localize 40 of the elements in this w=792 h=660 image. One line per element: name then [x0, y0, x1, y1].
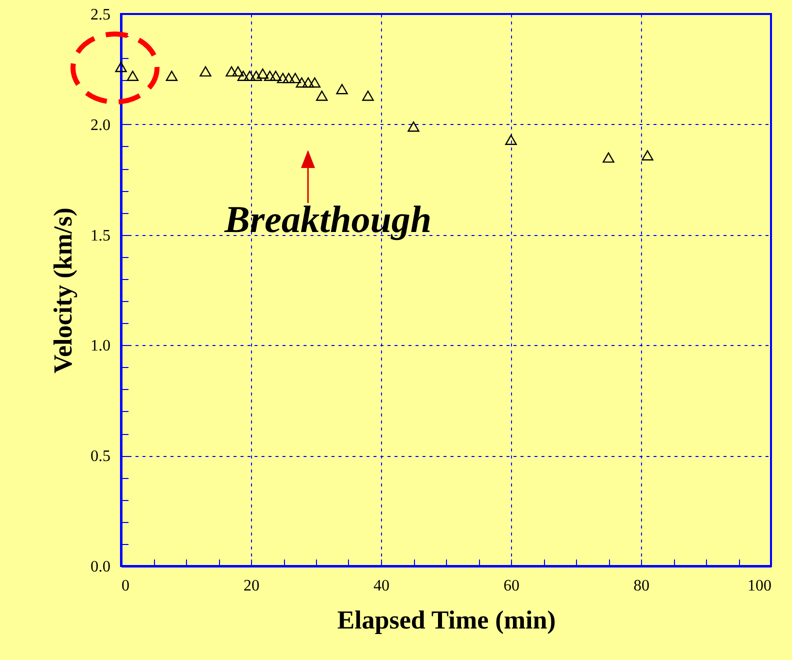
point: [289, 72, 302, 84]
x-axis-title: Elapsed Time (min): [337, 606, 556, 634]
point: [250, 70, 262, 81]
x-tick-label: 40: [374, 578, 390, 594]
y-tick-label: 1.5: [90, 227, 110, 244]
point: [362, 90, 374, 101]
y-tick-label: 2.5: [90, 6, 110, 24]
y-tick-label: 0.0: [90, 558, 110, 576]
point: [226, 66, 238, 77]
point: [256, 68, 269, 79]
point: [237, 70, 250, 81]
point: [336, 84, 348, 94]
point: [408, 121, 420, 132]
point: [244, 70, 256, 81]
x-tick-label: 20: [244, 578, 260, 594]
point: [296, 77, 308, 88]
point: [277, 72, 289, 84]
point: [126, 70, 139, 81]
point: [264, 70, 276, 81]
point: [505, 134, 517, 145]
annotation: Breakthough: [224, 199, 432, 241]
x-tick-label: 100: [748, 578, 772, 594]
x-tick-label: 60: [504, 578, 520, 594]
point: [115, 62, 127, 72]
point: [302, 77, 314, 88]
point: [270, 70, 282, 81]
point: [602, 152, 614, 163]
y-tick-label: 0.5: [90, 448, 110, 466]
point: [166, 70, 178, 81]
x-tick-label: 0: [122, 578, 130, 594]
point: [316, 90, 328, 101]
point: [282, 72, 295, 84]
y-tick-label: 2.0: [90, 116, 110, 134]
point: [642, 150, 654, 160]
y-tick-label: 1.0: [90, 338, 110, 355]
y-axis-title: Velocity (km/s): [48, 208, 78, 374]
x-tick-label: 80: [634, 578, 650, 594]
point: [232, 66, 244, 77]
point: [308, 77, 321, 88]
point: [200, 66, 212, 77]
